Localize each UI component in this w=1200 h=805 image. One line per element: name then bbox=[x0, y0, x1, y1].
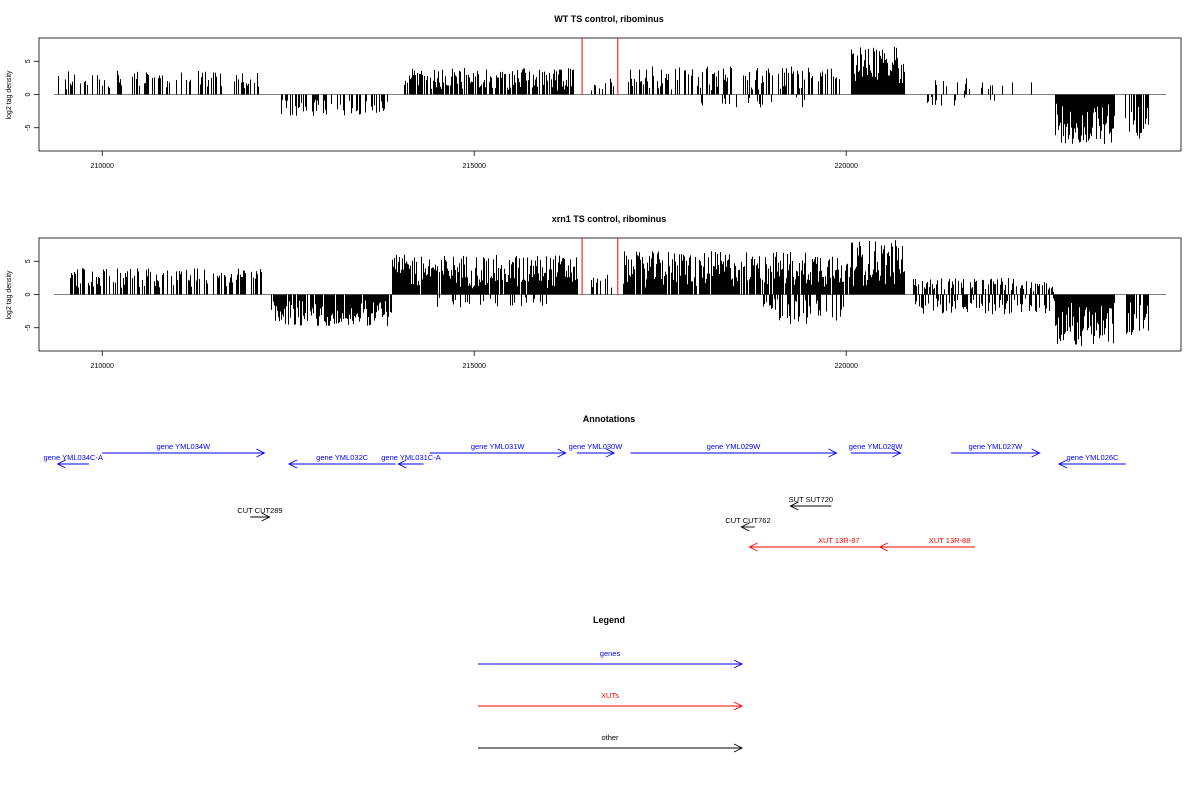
arrow-head bbox=[740, 522, 750, 532]
arrow-head bbox=[733, 743, 744, 753]
y-tick-label: -5 bbox=[25, 125, 32, 131]
annotation-features: gene YML034W gene YML034C-A gene YML032C ge… bbox=[43, 442, 1126, 552]
arrow-head bbox=[733, 701, 744, 711]
xrn1-density-panel: xrn1 TS control, ribominus log2 tag dens… bbox=[6, 214, 1182, 370]
annotation-feature: gene YML031W bbox=[429, 442, 567, 458]
y-tick-label: 5 bbox=[25, 59, 32, 63]
axes: 210000 215000 220000 5 0 -5 bbox=[25, 59, 858, 170]
x-tick-label: 220000 bbox=[835, 163, 858, 170]
feature-label: gene YML028W bbox=[849, 442, 904, 451]
arrow-head bbox=[892, 448, 902, 458]
legend: Legend genes XUTs other bbox=[478, 615, 744, 753]
x-tick-label: 215000 bbox=[463, 363, 486, 370]
density-bars bbox=[53, 238, 1167, 346]
arrow-head bbox=[1031, 448, 1041, 458]
feature-label: gene YML026C bbox=[1066, 453, 1119, 462]
wt-density-panel: WT TS control, ribominus log2 tag densit… bbox=[6, 14, 1182, 170]
arrow-head bbox=[1057, 459, 1068, 469]
x-tick-label: 220000 bbox=[835, 363, 858, 370]
arrow-head bbox=[748, 542, 758, 552]
legend-label: genes bbox=[600, 649, 621, 658]
legend-label: XUTs bbox=[601, 691, 619, 700]
feature-label: gene YML034W bbox=[157, 442, 212, 451]
arrow-head bbox=[878, 542, 888, 552]
arrow-head bbox=[256, 448, 266, 458]
arrow-head bbox=[56, 459, 66, 469]
annotation-feature: CUT CUT762 bbox=[725, 516, 771, 532]
annotation-feature: gene YML034C-A bbox=[43, 453, 103, 469]
annotation-feature: XUT 13R-87 bbox=[748, 536, 942, 552]
y-tick-label: 5 bbox=[25, 259, 32, 263]
feature-label: gene YML031W bbox=[471, 442, 526, 451]
arrow-head bbox=[287, 459, 298, 469]
x-tick-label: 210000 bbox=[91, 363, 114, 370]
arrow-head bbox=[261, 512, 271, 522]
arrow-head bbox=[397, 459, 407, 469]
annotation-feature: gene YML031C-A bbox=[381, 453, 441, 469]
annotation-feature: gene YML030W bbox=[569, 442, 624, 458]
legend-item: other bbox=[478, 733, 744, 753]
feature-label: CUT CUT762 bbox=[725, 516, 770, 525]
legend-item: XUTs bbox=[478, 691, 744, 711]
feature-label: XUT 13R-87 bbox=[818, 536, 860, 545]
annotation-feature: gene YML026C bbox=[1057, 453, 1126, 469]
y-tick-label: 0 bbox=[25, 92, 32, 96]
y-axis-label: log2 tag density bbox=[6, 70, 13, 120]
annotation-feature: SUT SUT720 bbox=[789, 495, 833, 511]
annotation-feature: gene YML027W bbox=[951, 442, 1041, 458]
arrow-head bbox=[557, 448, 567, 458]
feature-label: gene YML029W bbox=[707, 442, 762, 451]
legend-label: other bbox=[601, 733, 619, 742]
feature-label: CUT CUT289 bbox=[237, 506, 282, 515]
annotation-feature: gene YML029W bbox=[630, 442, 838, 458]
annotation-feature: gene YML032C bbox=[287, 453, 396, 469]
annotation-feature: XUT 13R-88 bbox=[878, 536, 975, 552]
annotation-feature: CUT CUT289 bbox=[237, 506, 283, 522]
annotation-feature: gene YML034W bbox=[102, 442, 266, 458]
legend-item: genes bbox=[478, 649, 744, 669]
annotation-feature: gene YML028W bbox=[849, 442, 904, 458]
arrow-head bbox=[828, 448, 838, 458]
x-tick-label: 210000 bbox=[91, 163, 114, 170]
panel-title: xrn1 TS control, ribominus bbox=[552, 214, 667, 224]
arrow-head bbox=[605, 448, 616, 458]
y-tick-label: 0 bbox=[25, 292, 32, 296]
arrow-head bbox=[733, 659, 744, 669]
feature-label: SUT SUT720 bbox=[789, 495, 833, 504]
feature-label: XUT 13R-88 bbox=[929, 536, 971, 545]
feature-label: gene YML034C-A bbox=[43, 453, 102, 462]
y-axis-label: log2 tag density bbox=[6, 270, 13, 320]
feature-label: gene YML027W bbox=[969, 442, 1024, 451]
y-tick-label: -5 bbox=[25, 325, 32, 331]
annotations-title: Annotations bbox=[583, 414, 636, 424]
axes: 210000 215000 220000 5 0 -5 bbox=[25, 259, 858, 370]
feature-label: gene YML031C-A bbox=[381, 453, 440, 462]
feature-label: gene YML030W bbox=[569, 442, 624, 451]
panel-title: WT TS control, ribominus bbox=[554, 14, 664, 24]
legend-items: genes XUTs other bbox=[478, 649, 744, 753]
arrow-head bbox=[789, 501, 799, 511]
legend-title: Legend bbox=[593, 615, 625, 625]
x-tick-label: 215000 bbox=[463, 163, 486, 170]
feature-label: gene YML032C bbox=[316, 453, 369, 462]
density-bars bbox=[53, 38, 1167, 145]
